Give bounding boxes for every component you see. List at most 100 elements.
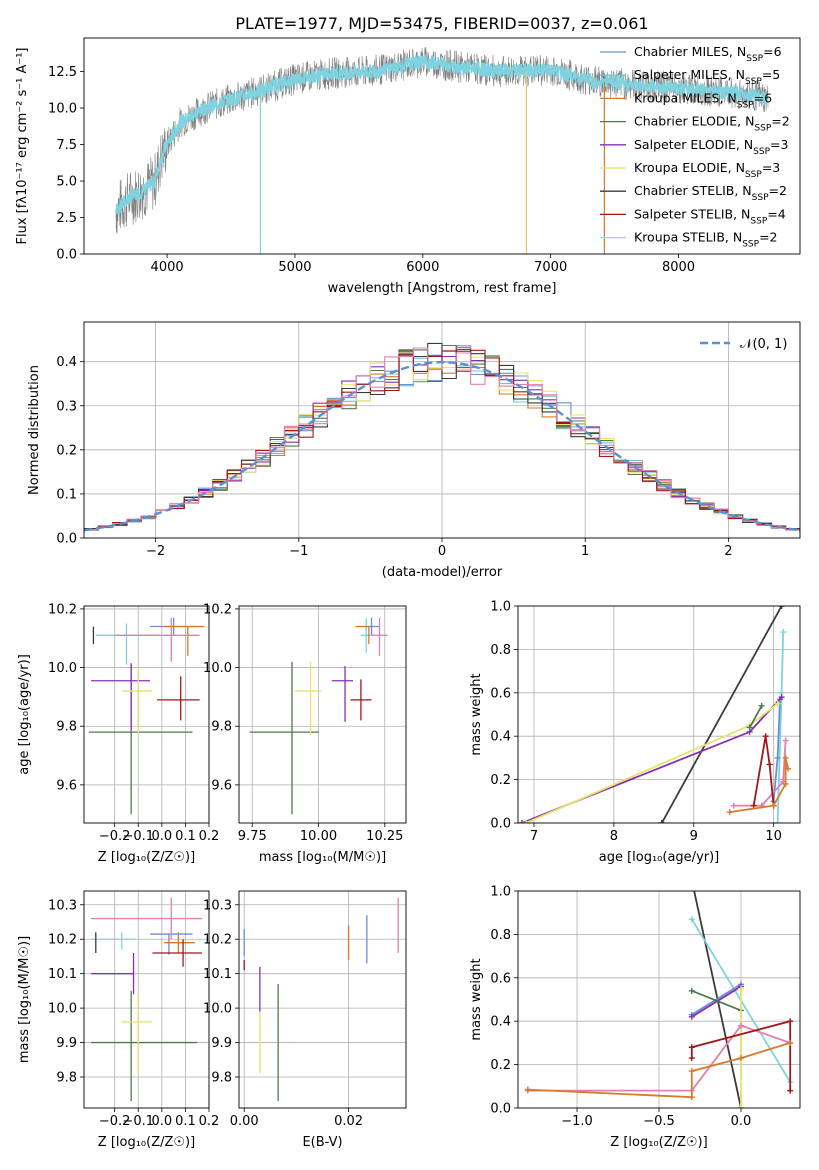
y-tick-label: 1.0 [490,600,511,615]
x-tick-label: 10.00 [300,829,337,844]
axes-frame [517,605,801,824]
mass-weight-line [691,985,742,1018]
x-axis-label: E(B-V) [302,1135,342,1150]
mass-weight-marker [522,820,529,823]
x-tick-label: −0.5 [643,1114,675,1129]
x-tick-label: 0.00 [230,1114,259,1129]
y-tick-label: 9.8 [56,720,77,735]
y-tick-label: 10.2 [48,933,77,948]
y-tick-label: 10.0 [48,102,77,117]
legend-entry: Chabrier ELODIE, NSSP=2 [634,114,790,134]
y-tick-label: 9.8 [56,1071,77,1086]
y-tick-label: 10.2 [203,933,232,948]
mass-weight-marker [774,820,781,823]
axes-frame [238,890,407,1109]
x-axis-label: wavelength [Angstrom, rest frame] [328,281,557,296]
y-axis-label: Normed distribution [27,365,42,495]
mass-weight-marker [524,1086,531,1093]
legend-entry: Salpeter STELIB, NSSP=4 [634,206,786,226]
y-tick-label: 10.2 [203,602,232,617]
x-tick-label: 0.0 [151,1114,172,1129]
y-axis-label: Flux [fλ10⁻¹⁷ erg cm⁻² s⁻¹ A⁻¹] [15,48,30,245]
plot-area [518,606,800,823]
y-tick-label: 0.0 [490,817,511,832]
y-tick-label: 10.0 [203,1002,232,1017]
mass-weight-line [693,891,742,1108]
plot-age-vs-mass: 9.75 10.00 10.25 9.6 9.8 10.0 10.2 mass [log₁₀(… [203,602,407,865]
x-axis-label: Z [log₁₀(Z/Z☉)] [610,1135,707,1150]
mass-weight-marker [750,802,757,809]
mass-weight-marker [688,987,695,994]
mass-weight-marker [726,809,733,816]
y-tick-label: 10.1 [203,967,232,982]
mass-weight-marker [688,1068,695,1075]
legend-entry: Chabrier STELIB, NSSP=2 [634,183,787,203]
x-tick-label: 7000 [534,260,567,275]
y-tick-label: 0.0 [490,1102,511,1117]
y-tick-label: 0.8 [490,643,511,658]
axes-frame [517,890,801,1109]
y-tick-label: 0.4 [490,730,511,745]
grid [518,606,800,823]
x-axis-label: (data-model)/error [382,565,503,580]
y-tick-label: 0.4 [56,355,77,370]
legend: Chabrier MILES, NSSP=6 Salpeter MILES, NS… [600,44,790,250]
gaussian-curve [84,360,800,532]
y-tick-label: 0.2 [490,1058,511,1073]
mass-weight-marker [737,1105,744,1108]
x-tick-label: 0 [438,544,446,559]
axes-frame [83,37,801,255]
mass-weight-line [748,705,763,728]
x-tick-label: −1 [289,544,308,559]
x-tick-label: 0.2 [199,829,220,844]
y-tick-label: 0.3 [56,399,77,414]
x-axis-label: Z [log₁₀(Z/Z☉)] [98,1135,195,1150]
y-tick-label: 10.0 [203,661,232,676]
mass-weight-marker [518,820,525,823]
mass-weight-marker [787,1018,794,1025]
y-tick-label: 10.0 [48,661,77,676]
y-tick-label: 10.1 [48,967,77,982]
y-tick-label: 0.0 [56,248,77,263]
plot-area [518,891,800,1108]
y-tick-label: 9.8 [211,720,232,735]
mass-weight-marker [758,702,765,709]
plot-area [239,606,406,823]
y-tick-label: 9.9 [211,1036,232,1051]
x-tick-label: 10.25 [366,829,403,844]
mass-weight-marker [688,1013,695,1020]
plot-residuals: −2 −1 0 1 2 0.0 0.1 0.2 0.3 0.4 (data-model)/error… [27,321,801,580]
mass-weight-marker [785,765,792,772]
x-tick-label: 8000 [662,260,695,275]
x-tick-label: −0.1 [122,1114,154,1129]
spectrum-model-line [115,54,769,216]
grid [239,606,406,823]
axes-frame [83,890,210,1109]
mass-weight-marker [730,802,737,809]
plot-area [239,891,406,1108]
mass-weight-line [690,1020,792,1091]
x-tick-label: −1.0 [561,1114,593,1129]
mass-weight-marker [770,802,777,809]
x-tick-label: 0.1 [175,829,196,844]
y-tick-label: 9.9 [56,1036,77,1051]
plot-age-vs-Z: −0.2−0.10.0 0.1 0.2 9.6 9.8 10.0 10.2 Z [log₁₀(… [17,602,219,865]
mass-weight-line [661,606,783,823]
legend-entry: 𝒩(0, 1) [740,337,787,352]
y-tick-label: 0.0 [56,532,77,547]
mass-weight-marker [737,1055,744,1062]
x-tick-label: 2 [724,544,732,559]
x-tick-label: −0.2 [99,1114,131,1129]
mass-weight-line [527,1024,791,1092]
mass-weight-marker [780,629,787,636]
mass-weight-marker [746,724,753,731]
y-tick-label: 9.6 [56,778,77,793]
mass-weight-marker [782,737,789,744]
x-tick-label: −0.1 [122,829,154,844]
mass-weight-marker [737,1022,744,1029]
y-tick-label: 10.3 [48,898,77,913]
mass-weight-line [752,736,775,806]
plot-weight-vs-age: 7 8 9 10 0.0 0.2 0.4 0.6 0.8 1.0 age [log₁₀(age/yr… [469,600,801,865]
y-tick-label: 7.5 [56,138,77,153]
